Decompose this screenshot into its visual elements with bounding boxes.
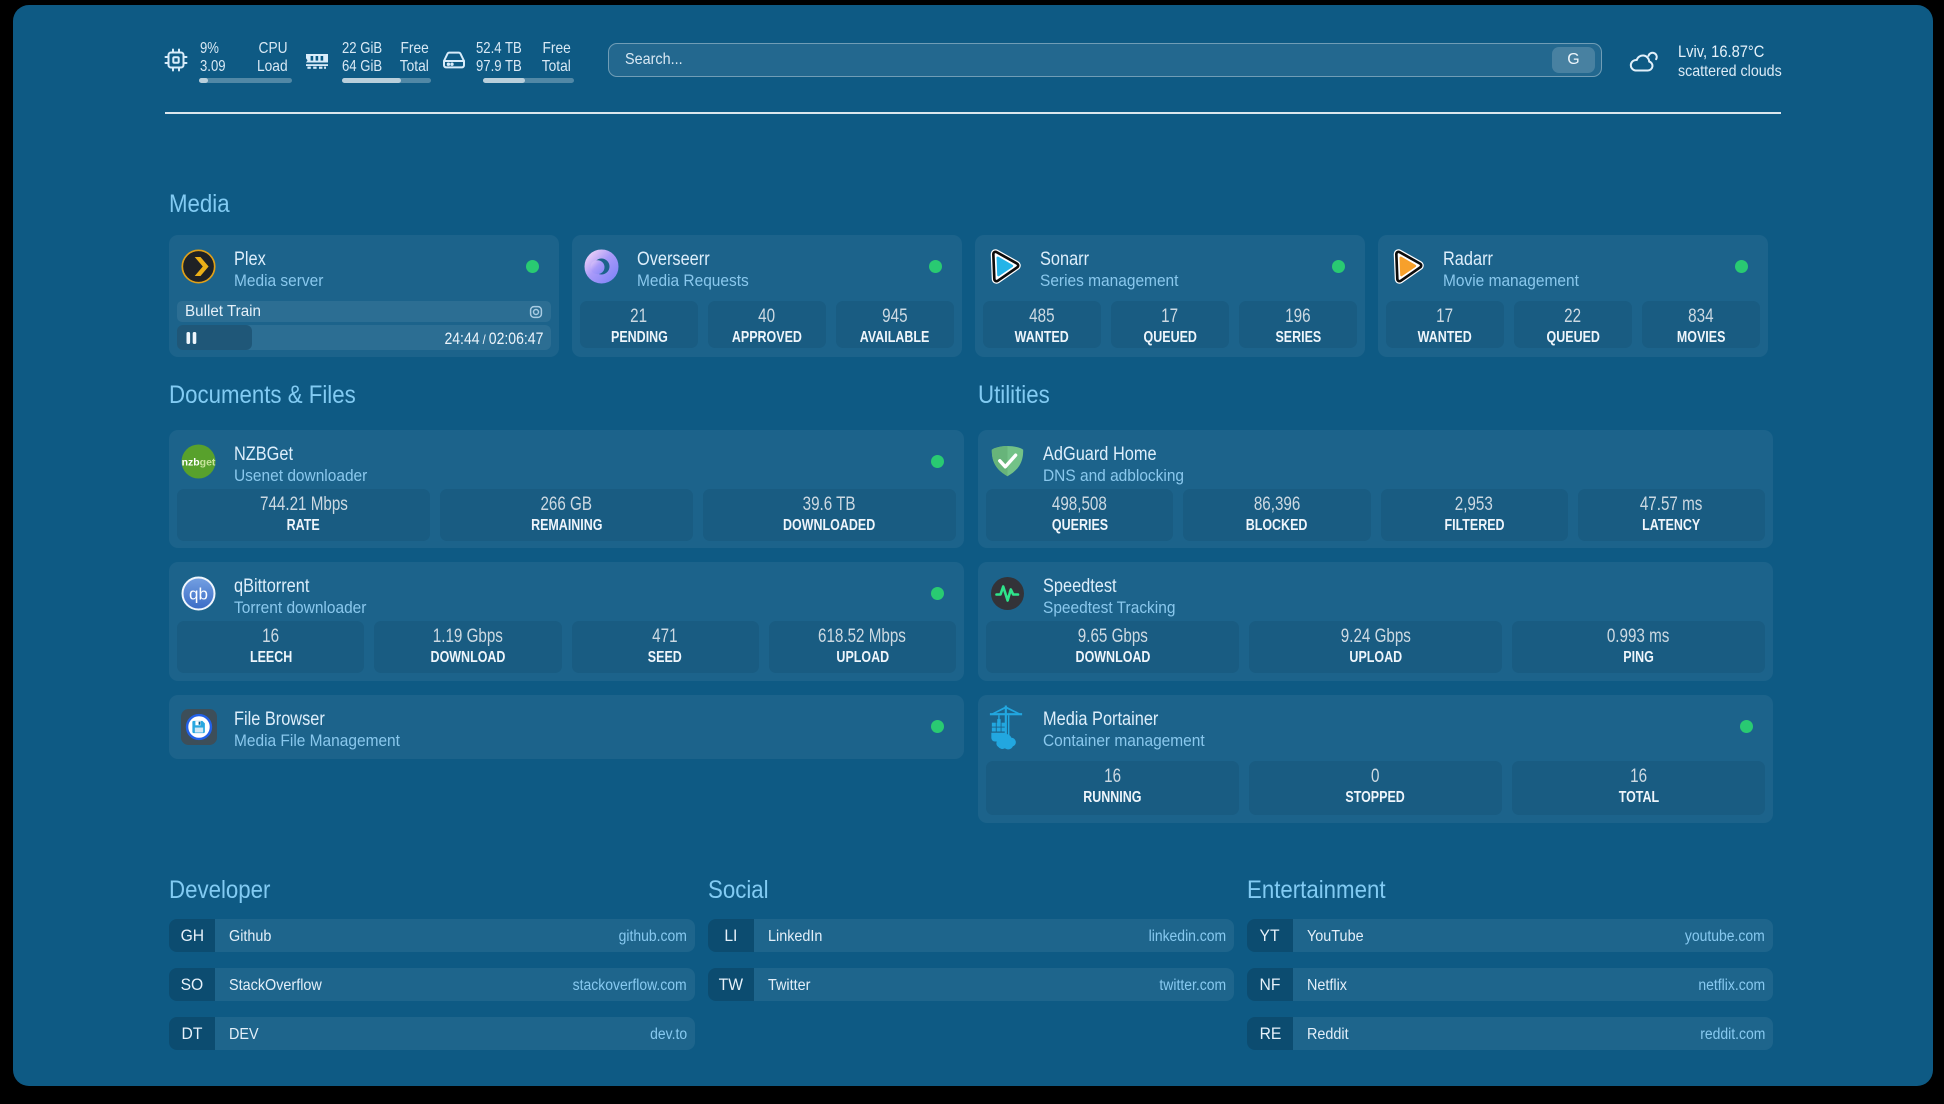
svg-text:nzbget: nzbget [182, 457, 216, 469]
svg-text:qb: qb [189, 585, 208, 604]
